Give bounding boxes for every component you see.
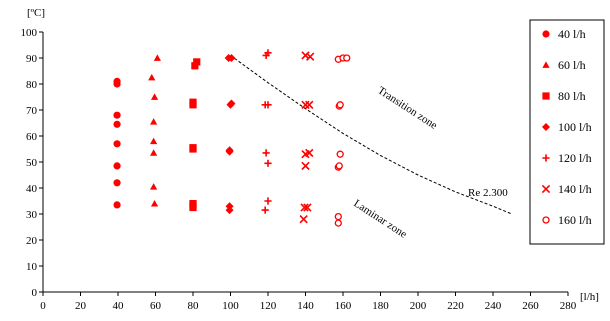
data-point (334, 219, 342, 227)
y-tick-label: 10 (26, 261, 38, 273)
legend-entry-label: 140 l/h (558, 182, 592, 196)
y-tick-label: 70 (26, 105, 38, 117)
data-point (113, 162, 121, 170)
axes: 0 10 20 30 40 50 60 70 80 90 100 0 20 40 60 80 100 120 140… (21, 27, 577, 312)
y-tick-label: 60 (26, 131, 38, 143)
data-point (336, 101, 344, 109)
x-tick-label: 20 (75, 300, 87, 312)
data-point (113, 120, 121, 128)
y-axis-label: [ºC] (27, 7, 45, 19)
x-tick-label: 100 (222, 300, 239, 312)
data-point (189, 144, 197, 152)
data-points-layer (113, 49, 351, 227)
data-point (334, 212, 342, 221)
y-tick-label: 20 (26, 235, 38, 247)
legend-marker (542, 61, 550, 68)
data-point (150, 200, 159, 207)
y-tick-label: 30 (26, 209, 38, 221)
data-point (191, 62, 199, 70)
y-tick-label: 50 (26, 157, 38, 169)
legend-marker (542, 92, 550, 100)
x-tick-label: 180 (372, 300, 389, 312)
legend-entry-label: 80 l/h (558, 89, 586, 103)
data-point (150, 183, 158, 190)
data-point (189, 98, 197, 106)
x-tick-label: 220 (447, 300, 464, 312)
data-point (301, 100, 310, 109)
y-tick-label: 90 (26, 53, 38, 65)
y-tick-label: 40 (26, 183, 38, 195)
x-tick-label: 40 (113, 300, 125, 312)
y-tick-label: 0 (32, 287, 38, 299)
legend-entry-label: 60 l/h (558, 58, 586, 72)
data-point (227, 54, 236, 62)
data-point (189, 200, 197, 208)
x-axis-label: [l/h] (580, 291, 599, 303)
x-tick-label: 240 (485, 300, 502, 312)
data-point (153, 54, 161, 61)
laminar-zone-annotation: Laminar zone (351, 197, 409, 240)
legend-entry-label: 40 l/h (558, 27, 586, 41)
data-point (303, 203, 312, 212)
data-point (193, 58, 201, 66)
data-point (150, 137, 158, 145)
data-point (261, 206, 269, 214)
data-point (305, 100, 314, 109)
x-tick-label: 200 (410, 300, 427, 312)
data-point (264, 159, 272, 167)
data-point (264, 101, 272, 109)
x-tick-label: 120 (260, 300, 277, 312)
y-tick-label: 80 (26, 79, 38, 91)
x-tick-label: 60 (150, 300, 162, 312)
x-tick-label: 160 (335, 300, 352, 312)
x-tick-label: 0 (40, 300, 46, 312)
data-point (343, 54, 351, 62)
x-tick-label: 80 (188, 300, 200, 312)
data-point (264, 197, 272, 205)
data-point (225, 146, 234, 155)
data-point (301, 51, 310, 60)
data-point (300, 203, 309, 212)
data-point (113, 111, 121, 119)
transition-zone-annotation: Transition zone (375, 84, 439, 131)
data-point (150, 93, 159, 100)
reynolds-curve-label: Re 2.300 (468, 187, 508, 199)
data-point (150, 149, 158, 156)
data-point (335, 162, 343, 170)
reynolds-curve (230, 54, 512, 215)
legend-entry-label: 120 l/h (558, 151, 592, 165)
legend-marker (542, 216, 550, 224)
data-point (148, 73, 156, 81)
legend-entry-label: 160 l/h (558, 213, 592, 227)
x-tick-label: 140 (297, 300, 314, 312)
legend: 40 l/h 60 l/h 80 l/h 100 l/h 120 l/h 140 l/h 1… (529, 19, 605, 245)
legend-marker (541, 184, 551, 194)
data-point (225, 202, 234, 211)
data-point (113, 77, 121, 85)
reynolds-curve-layer (230, 54, 512, 215)
data-point (113, 140, 121, 148)
x-tick-label: 280 (560, 300, 577, 312)
data-point (113, 179, 121, 187)
legend-marker (542, 30, 550, 38)
x-tick-label: 260 (522, 300, 539, 312)
legend-marker (542, 154, 550, 162)
legend-entry-label: 100 l/h (558, 120, 592, 134)
data-point (299, 215, 308, 224)
data-point (264, 49, 272, 57)
y-tick-label: 100 (21, 27, 38, 39)
data-point (113, 201, 121, 209)
data-point (227, 99, 236, 108)
legend-box (529, 19, 605, 245)
data-point (305, 148, 314, 158)
data-point (301, 161, 310, 171)
data-point (262, 149, 270, 157)
legend-marker (542, 123, 550, 131)
data-point (336, 150, 344, 158)
data-point (150, 118, 158, 125)
data-point (306, 52, 315, 61)
